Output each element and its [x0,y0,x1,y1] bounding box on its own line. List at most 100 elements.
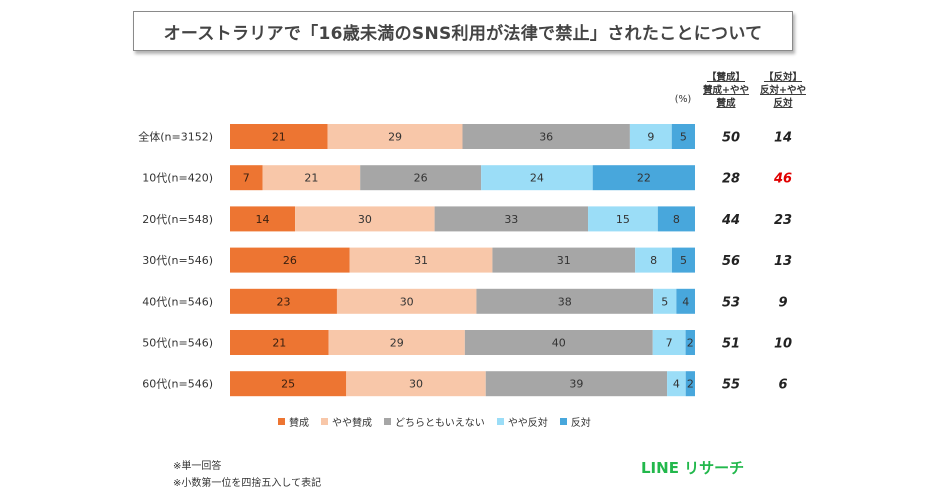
agree-total: 56 [722,254,740,269]
bar-segment [462,124,630,149]
bar-segment [685,330,695,355]
bar-segment [652,330,686,355]
oppose-total: 13 [774,254,792,269]
legend-item: 賛成 [278,414,309,429]
bar-value-label: 8 [673,213,680,226]
bar-segment [336,288,477,314]
bar-segment [492,247,636,273]
oppose-total: 6 [778,378,787,393]
bar-value-label: 30 [409,378,423,391]
bar-value-label: 5 [680,254,687,267]
bar-segment [328,330,465,355]
bar-value-label: 29 [390,337,404,350]
chart-legend: 賛成 やや賛成 どちらともいえない やや反対 反対 [278,414,603,429]
bar-value-label: 21 [272,337,286,350]
bar-segment [349,247,493,273]
category-label: 60代(n=546) [142,378,213,391]
bar-segment [485,371,668,397]
oppose-total: 23 [774,213,792,228]
bar-value-label: 8 [650,254,657,267]
agree-header-line: 賛成 [715,97,736,109]
chart-title-box: オーストラリアで「16歳未満のSNS利用が法律で禁止」されたことについて [133,11,793,51]
bar-segment [671,247,695,273]
bar-segment [629,124,672,149]
agree-total: 55 [722,378,740,393]
bar-value-label: 15 [616,213,630,226]
agree-total: 50 [722,131,740,146]
unit-label: (%) [675,94,691,105]
agree-total: 51 [722,337,740,352]
bar-value-label: 24 [530,172,544,185]
bar-value-label: 38 [558,295,572,308]
bar-value-label: 4 [682,295,689,308]
bar-segment [434,206,589,232]
legend-swatch [559,418,567,425]
bar-segment [635,247,672,273]
bar-segment [592,165,695,191]
oppose-total: 10 [774,337,792,352]
note-rounding: ※小数第一位を四捨五入して表記 [173,478,322,489]
bar-segment [481,165,593,191]
bar-segment [657,206,695,232]
bar-value-label: 5 [661,295,668,308]
bar-segment [230,206,296,232]
bar-value-label: 31 [414,254,428,267]
category-label: 40代(n=546) [142,295,213,308]
bar-value-label: 36 [539,131,553,144]
bar-value-label: 31 [557,254,571,267]
category-label: 20代(n=548) [142,213,213,226]
legend-label: やや反対 [507,418,548,429]
chart-title: オーストラリアで「16歳未満のSNS利用が法律で禁止」されたことについて [163,23,763,44]
bar-segment [230,165,263,191]
bar-value-label: 39 [569,378,583,391]
oppose-header-line: 反対 [773,97,793,109]
agree-total: 44 [721,213,740,228]
category-label: 30代(n=546) [142,254,213,267]
bar-segment [262,165,361,191]
bar-value-label: 21 [272,131,286,144]
legend-label: どちらともいえない [395,418,485,429]
legend-label: 反対 [570,418,591,429]
note-single-answer: ※単一回答 [173,461,222,472]
bar-value-label: 21 [304,172,318,185]
agree-total: 28 [722,172,740,187]
bar-value-label: 4 [673,378,680,391]
agree-total: 53 [722,295,740,310]
bar-value-label: 26 [414,172,428,185]
bar-value-label: 23 [276,295,290,308]
bar-segment [230,330,329,355]
oppose-total: 14 [774,131,792,146]
legend-swatch [496,418,504,425]
category-label: 全体(n=3152) [138,130,213,144]
legend-label: 賛成 [289,418,309,429]
bar-segment [230,247,350,273]
bar-value-label: 14 [256,213,270,226]
line-research-logo: LINE リサーチ [641,459,745,477]
bar-segment [667,371,686,397]
bar-segment [346,371,486,397]
legend-label: やや賛成 [332,418,372,429]
bar-segment [676,288,695,314]
bar-value-label: 22 [637,172,651,185]
bar-segment [360,165,482,191]
bar-value-label: 30 [400,295,414,308]
legend-item: 反対 [559,414,591,429]
bar-segment [588,206,658,232]
legend-item: どちらともいえない [384,414,485,429]
bar-segment [653,288,677,314]
category-label: 50代(n=546) [142,337,213,350]
oppose-total: 46 [773,172,792,187]
agree-header-line: 賛成+やや [702,84,749,96]
bar-value-label: 7 [243,172,250,185]
bar-value-label: 40 [552,337,566,350]
bar-value-label: 2 [687,337,694,350]
bar-segment [685,371,695,397]
bar-segment [464,330,653,355]
agree-header-line: 【賛成】 [707,71,745,83]
category-label: 10代(n=420) [142,172,213,185]
bar-value-label: 7 [666,337,673,350]
legend-swatch [278,418,285,425]
bar-segment [671,124,695,149]
oppose-total: 9 [778,295,787,310]
